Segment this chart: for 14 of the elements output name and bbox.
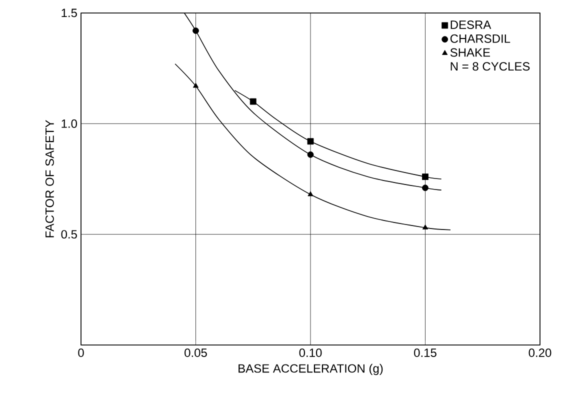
legend-label: CHARSDIL: [450, 34, 510, 43]
x-tick-label: 0: [78, 348, 84, 358]
x-tick-label: 0.15: [414, 348, 436, 358]
y-tick-label: 1.0: [62, 119, 78, 128]
x-tick-label: 0.10: [299, 348, 322, 358]
legend-label: SHAKE: [450, 48, 490, 57]
x-tick-label: 0.20: [528, 348, 552, 358]
y-tick-label: 1.5: [62, 8, 77, 18]
legend-label: DESRA: [450, 20, 492, 29]
x-axis-title: BASE ACCELERATION (g): [238, 364, 383, 376]
x-tick-label: 0.05: [184, 348, 207, 358]
y-axis-title: FACTOR OF SAFETY: [45, 120, 54, 238]
y-tick-label: 0.5: [61, 230, 77, 239]
annotation: N = 8 CYCLES: [450, 62, 530, 71]
